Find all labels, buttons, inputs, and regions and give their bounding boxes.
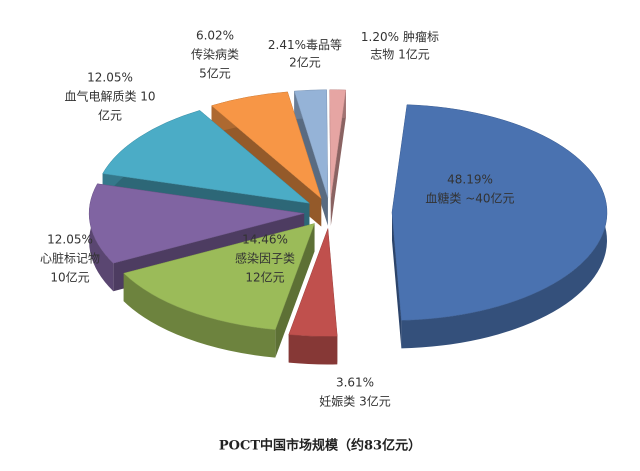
slice-group bbox=[391, 104, 608, 349]
slice bbox=[288, 228, 338, 337]
chart-title: POCT中国市场规模（约83亿元） bbox=[219, 438, 421, 454]
category-label: 肿瘤标 bbox=[403, 29, 439, 44]
data-label: 2.41%毒品等 bbox=[268, 38, 342, 52]
value-label: 3.61% bbox=[336, 376, 374, 390]
value-label: 1.20% bbox=[361, 30, 399, 44]
category-label: 志物 1亿元 bbox=[370, 47, 429, 62]
slice bbox=[123, 223, 315, 330]
category-label: 传染病类 bbox=[191, 47, 239, 62]
value-label: 12.05% bbox=[47, 233, 93, 247]
slice-side bbox=[288, 334, 338, 365]
slice-face bbox=[391, 212, 402, 349]
slice bbox=[293, 89, 329, 198]
category-label: 12亿元 bbox=[245, 270, 284, 285]
slice-group bbox=[293, 89, 329, 226]
category-label: 血气电解质类 10 bbox=[64, 89, 155, 104]
category-label: 血糖类 ~40亿元 bbox=[425, 191, 514, 206]
category-label: 感染因子类 bbox=[235, 251, 295, 266]
slice bbox=[210, 91, 322, 200]
category-label: 2亿元 bbox=[289, 55, 321, 70]
slice-group bbox=[288, 228, 338, 365]
slice-group bbox=[123, 223, 315, 358]
category-label: 妊娠类 3亿元 bbox=[319, 394, 390, 409]
pie bbox=[88, 89, 608, 365]
value-label: 6.02% bbox=[196, 29, 234, 43]
slice bbox=[391, 104, 608, 321]
slice bbox=[88, 183, 305, 264]
category-label: 心脏标记物 bbox=[40, 251, 100, 266]
category-label: 10亿元 bbox=[50, 270, 89, 285]
value-label: 14.46% bbox=[242, 233, 288, 247]
value-label: 48.19% bbox=[447, 173, 493, 187]
slice-face bbox=[275, 223, 315, 358]
data-label: 1.20% 肿瘤标 bbox=[361, 29, 439, 44]
slice bbox=[329, 89, 347, 198]
value-label: 12.05% bbox=[87, 71, 133, 85]
category-label: 5亿元 bbox=[199, 66, 231, 81]
category-label: 亿元 bbox=[98, 108, 122, 123]
category-label: 毒品等 bbox=[306, 38, 342, 52]
slice-side bbox=[123, 273, 276, 358]
value-label: 2.41% bbox=[268, 38, 306, 52]
slice-face bbox=[294, 91, 328, 226]
slice-face bbox=[330, 89, 346, 226]
slice bbox=[102, 110, 311, 204]
slice-group bbox=[329, 89, 347, 226]
labels: 48.19% 血糖类 ~40亿元 3.61% 妊娠类 3亿元 14.46% 感染因子类 12… bbox=[40, 29, 515, 409]
